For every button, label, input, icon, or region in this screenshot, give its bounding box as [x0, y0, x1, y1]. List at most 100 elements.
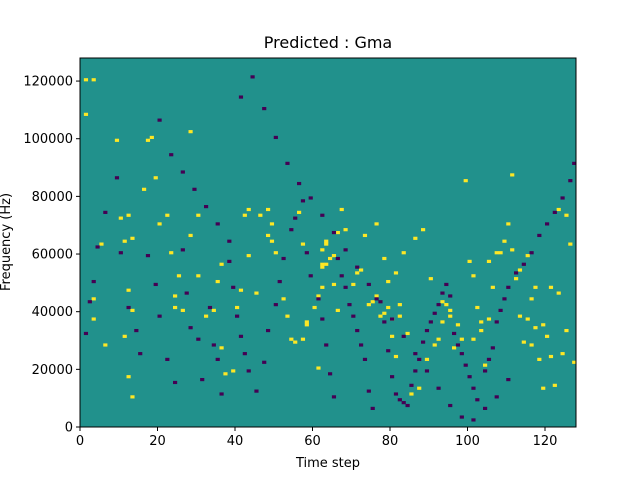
heatmap-cell-high: [393, 354, 399, 359]
heatmap-cell-low: [390, 317, 395, 321]
heatmap-cell-low: [277, 279, 282, 284]
heatmap-cell-low: [331, 230, 337, 235]
x-axis: 0 20 40 60 80 100 120: [76, 427, 557, 449]
heatmap-cell-low: [401, 334, 406, 338]
heatmap-cell-low: [308, 274, 313, 278]
heatmap-cell-high: [91, 78, 96, 82]
heatmap-cell-low: [304, 251, 309, 255]
heatmap-cell-low: [390, 375, 395, 379]
heatmap-cell-low: [308, 196, 313, 200]
heatmap-cell-high: [83, 78, 89, 82]
heatmap-cell-high: [386, 305, 391, 310]
heatmap-cell-high: [568, 242, 573, 246]
x-tick-label: 40: [227, 434, 244, 449]
heatmap-cell-low: [343, 248, 348, 252]
heatmap-cell-low: [180, 170, 185, 174]
heatmap-cell-low: [401, 401, 406, 405]
heatmap-cell-high: [126, 375, 131, 379]
heatmap-cell-low: [362, 357, 368, 361]
heatmap-cell-high: [196, 274, 201, 278]
y-tick-label: 20000: [32, 363, 73, 378]
heatmap-cell-high: [266, 207, 271, 212]
heatmap-cell-low: [417, 357, 422, 361]
heatmap-cell-low: [382, 320, 387, 324]
heatmap-cell-low: [91, 279, 96, 284]
heatmap-cell-low: [192, 187, 197, 191]
heatmap-cell-low: [370, 406, 375, 410]
heatmap-cell-high: [355, 271, 360, 275]
heatmap-cell-high: [335, 308, 340, 312]
heatmap-cell-high: [409, 392, 414, 396]
heatmap-cell-high: [545, 334, 550, 338]
heatmap-cell-low: [343, 285, 348, 289]
heatmap-cell-low: [316, 297, 321, 301]
heatmap-cell-low: [134, 328, 139, 333]
heatmap-cell-low: [483, 369, 488, 373]
heatmap-cell-low: [238, 95, 244, 99]
heatmap-cell-high: [320, 285, 325, 289]
heatmap-cell-low: [386, 349, 391, 353]
heatmap-cell-high: [397, 314, 402, 318]
heatmap-cell-high: [448, 314, 453, 318]
heatmap-cell-high: [556, 207, 561, 212]
heatmap-cell-high: [459, 337, 464, 341]
heatmap-cell-high: [374, 222, 379, 226]
heatmap-cell-high: [273, 251, 278, 255]
heatmap-cell-low: [378, 300, 383, 304]
heatmap-cell-high: [405, 331, 410, 336]
heatmap-cell-high: [320, 265, 325, 269]
heatmap-cell-high: [235, 305, 240, 310]
heatmap-cell-high: [510, 248, 515, 252]
heatmap-cell-low: [506, 377, 511, 382]
heatmap-cell-high: [211, 308, 216, 312]
heatmap-cell-low: [448, 403, 453, 408]
heatmap-cell-high: [118, 216, 123, 220]
heatmap-cell-high: [471, 337, 476, 341]
heatmap-cell-low: [169, 153, 174, 157]
heatmap-cell-high: [413, 236, 418, 240]
heatmap-cell-high: [316, 294, 321, 298]
heatmap-cell-low: [138, 352, 143, 356]
heatmap-cell-low: [459, 352, 464, 356]
heatmap-cell-low: [494, 320, 499, 324]
heatmap-cell-low: [145, 254, 151, 258]
heatmap-cell-low: [424, 328, 430, 333]
heatmap-cell-low: [537, 233, 542, 238]
heatmap-cell-low: [374, 297, 379, 301]
heatmap-cell-high: [246, 207, 251, 212]
heatmap-cell-high: [486, 317, 492, 321]
heatmap-cell-high: [320, 248, 325, 252]
heatmap-cell-high: [486, 259, 492, 263]
heatmap-cell-low: [560, 196, 565, 200]
heatmap-cell-low: [126, 305, 131, 310]
heatmap-cell-low: [87, 300, 92, 304]
heatmap-cell-low: [246, 369, 251, 373]
heatmap-cell-high: [351, 282, 356, 287]
heatmap-cell-high: [548, 354, 554, 359]
heatmap-cell-high: [428, 277, 433, 281]
heatmap-cell-low: [215, 357, 220, 361]
heatmap-cell-low: [262, 360, 267, 364]
y-axis: 0 20000 40000 60000 80000 100000 120000: [23, 75, 80, 436]
heatmap-cell-low: [114, 176, 120, 180]
heatmap-cell-high: [541, 323, 546, 327]
heatmap-cell-low: [238, 334, 244, 338]
heatmap-cell-low: [572, 161, 577, 165]
heatmap-cell-high: [525, 317, 530, 321]
heatmap-cell-high: [529, 343, 534, 347]
heatmap-cell-high: [126, 288, 131, 292]
heatmap-cell-high: [525, 254, 530, 258]
heatmap-cell-high: [304, 323, 309, 327]
heatmap-cell-low: [95, 245, 100, 249]
heatmap-cell-high: [126, 213, 131, 217]
heatmap-cell-high: [331, 254, 337, 258]
heatmap-cell-high: [281, 297, 286, 301]
heatmap-cell-low: [184, 291, 189, 295]
heatmap-cell-high: [382, 256, 387, 261]
heatmap-cell-high: [246, 254, 251, 258]
heatmap-cell-high: [393, 271, 399, 275]
heatmap-cell-low: [273, 303, 278, 307]
heatmap-cell-high: [343, 228, 348, 232]
heatmap-cell-low: [324, 343, 329, 347]
heatmap-cell-high: [548, 285, 554, 289]
